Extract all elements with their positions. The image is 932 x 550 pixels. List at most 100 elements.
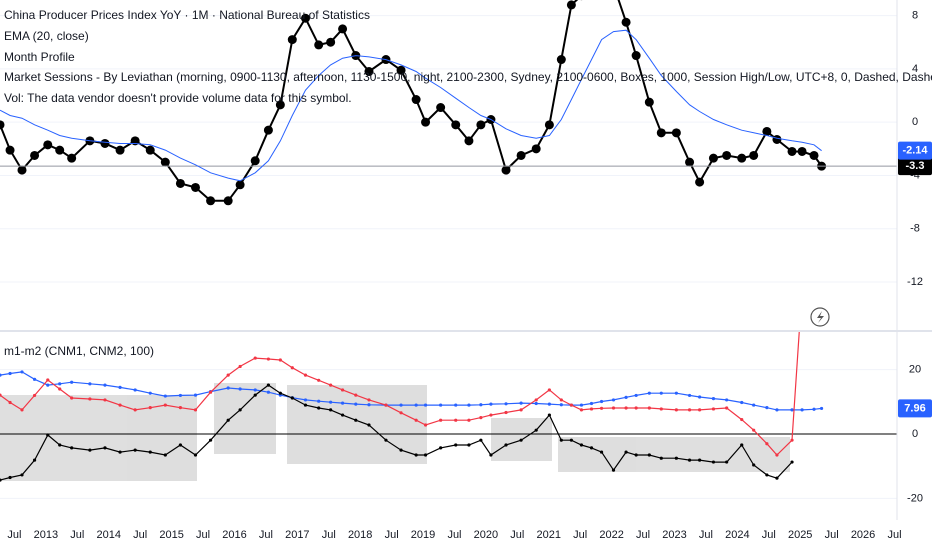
data-point [467, 418, 471, 422]
data-point [399, 448, 403, 452]
data-point [20, 408, 24, 412]
x-tick-label: 2018 [348, 529, 372, 541]
data-point [423, 453, 428, 457]
data-point [32, 393, 37, 398]
data-point [544, 120, 554, 130]
data-point [287, 35, 297, 45]
data-point [238, 387, 242, 391]
data-point [708, 153, 718, 163]
data-point [208, 390, 213, 394]
data-point [647, 406, 651, 410]
data-point [118, 385, 122, 389]
data-point [399, 411, 403, 415]
data-point [278, 358, 282, 362]
data-point [659, 391, 663, 395]
data-point [266, 383, 271, 387]
data-point [8, 371, 12, 376]
data-point [118, 403, 122, 407]
data-point [0, 373, 2, 377]
x-tick-label: Jul [825, 529, 839, 541]
data-point [275, 100, 285, 110]
x-tick-label: 2024 [725, 529, 749, 541]
data-point [411, 95, 421, 105]
x-tick-label: 2026 [851, 529, 875, 541]
x-tick-label: Jul [7, 529, 21, 541]
data-point [504, 402, 508, 406]
data-point [206, 196, 216, 206]
session-boxes [0, 383, 790, 481]
data-point [133, 408, 137, 412]
data-point [624, 450, 628, 454]
data-point [737, 153, 747, 163]
data-point [752, 463, 756, 467]
data-point [685, 157, 695, 167]
data-point [46, 383, 50, 387]
data-point [454, 443, 458, 447]
x-tick-label: Jul [385, 529, 399, 541]
data-point [317, 406, 321, 410]
data-point [647, 391, 651, 395]
alert-bolt[interactable] [817, 311, 824, 323]
y-tick-label: 0 [912, 428, 918, 440]
data-point [534, 401, 538, 406]
data-point [208, 438, 213, 442]
data-point [489, 402, 493, 406]
legend-entry: EMA (20, close) [4, 29, 89, 43]
data-point [103, 446, 107, 450]
data-point [235, 180, 245, 190]
data-point [647, 453, 651, 457]
data-point [58, 387, 62, 391]
data-point [8, 475, 12, 480]
data-point [148, 450, 152, 454]
annotation: Vol: The data vendor doesn't provide vol… [4, 91, 352, 105]
x-tick-label: Jul [573, 529, 587, 541]
data-point [765, 473, 769, 477]
x-tick-label: 2019 [411, 529, 435, 541]
data-point [263, 125, 273, 135]
x-tick-label: 2020 [474, 529, 498, 541]
data-point [698, 458, 702, 462]
x-tick-label: Jul [510, 529, 524, 541]
data-point [489, 413, 493, 417]
data-point [725, 406, 729, 410]
data-point [687, 458, 692, 462]
series-line [0, 0, 823, 202]
x-tick-label: Jul [196, 529, 210, 541]
x-tick-label: 2023 [662, 529, 686, 541]
data-point [226, 386, 230, 390]
data-point [611, 398, 616, 402]
data-point [367, 403, 371, 407]
data-point [519, 438, 523, 442]
x-tick-label: Jul [259, 529, 273, 541]
data-point [634, 406, 638, 410]
data-point [55, 145, 65, 155]
data-point [399, 403, 403, 407]
data-point [70, 380, 74, 384]
data-point [589, 407, 594, 411]
data-point [115, 145, 125, 155]
data-point [698, 408, 702, 412]
data-point [674, 391, 678, 395]
annotation: Month Profile [4, 50, 75, 64]
data-point [790, 438, 794, 442]
data-point [303, 373, 308, 377]
data-point [43, 140, 53, 150]
data-point [464, 136, 474, 146]
data-point [354, 402, 358, 406]
data-point [611, 406, 616, 410]
data-point [326, 37, 336, 47]
data-point [772, 134, 782, 144]
data-point [266, 390, 271, 394]
series-line [0, 29, 822, 182]
price-badge [898, 157, 932, 176]
x-tick-label: 2015 [159, 529, 183, 541]
data-point [226, 418, 230, 422]
data-point [30, 150, 40, 160]
data-point [88, 382, 92, 386]
data-point [17, 165, 27, 175]
alert-icon[interactable] [810, 307, 830, 327]
y-tick-label: -8 [910, 223, 920, 235]
data-point [423, 423, 428, 427]
data-point [178, 393, 183, 398]
data-point [775, 408, 779, 412]
